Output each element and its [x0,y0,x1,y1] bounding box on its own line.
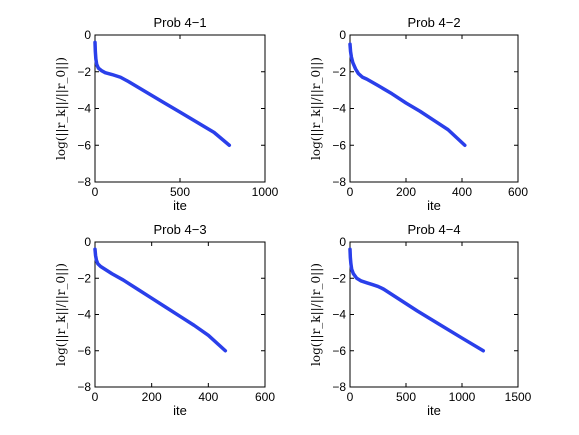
y-tick-label: −4 [77,102,91,116]
y-tick-label: −8 [77,175,91,189]
y-tick-label: −6 [77,344,91,358]
y-axis-label: log(||r_k||/||r_0||) [309,57,323,160]
x-axis-label: ite [427,403,441,418]
x-tick-label: 600 [255,390,275,404]
y-axis-label: log(||r_k||/||r_0||) [54,57,68,160]
y-tick-label: −8 [332,380,346,394]
y-tick-label: −2 [332,271,346,285]
x-tick-label: 1500 [505,390,532,404]
axes-frame [94,34,266,183]
x-tick-label: 600 [508,185,528,199]
series-line [93,40,232,147]
y-tick-label: −2 [332,65,346,79]
series-line [348,42,467,147]
x-tick-label: 0 [347,390,354,404]
x-tick-label: 500 [396,390,416,404]
chart-panel-1: 0 500 1000 0 −2 −4 −6 −8 Prob 4−1 ite log(||r_k||/… [54,15,279,213]
y-tick-label: −6 [332,138,346,152]
x-tick-label: 400 [452,185,472,199]
axes-frame [349,34,519,183]
axes-frame [349,241,519,388]
y-tick-label: −4 [77,308,91,322]
x-tick-label: 1000 [449,390,476,404]
y-tick-label: −6 [77,138,91,152]
y-tick-label: −8 [332,175,346,189]
y-tick-label: 0 [339,28,346,42]
y-tick-label: −2 [77,65,91,79]
x-tick-label: 1000 [252,185,279,199]
x-tick-label: 400 [198,390,218,404]
chart-title: Prob 4−3 [153,222,206,237]
y-tick-label: 0 [339,235,346,249]
y-tick-label: 0 [84,235,91,249]
chart-panel-2: 0 200 400 600 0 −2 −4 −6 −8 Prob 4−2 ite log(||r_k|… [309,15,528,213]
chart-panel-4: 0 500 1000 1500 0 −2 −4 −6 −8 Prob 4−4 ite log(||r_… [309,222,532,418]
x-tick-label: 200 [142,390,162,404]
chart-title: Prob 4−4 [407,222,460,237]
x-tick-label: 200 [396,185,416,199]
x-axis-label: ite [173,198,187,213]
x-tick-label: 0 [92,390,99,404]
series-line [348,247,486,353]
y-axis-label: log(||r_k||/||r_0||) [54,263,68,366]
x-tick-label: 0 [347,185,354,199]
y-tick-label: −4 [332,102,346,116]
series-line [93,247,228,353]
y-tick-label: −6 [332,344,346,358]
y-tick-label: −2 [77,271,91,285]
x-tick-label: 0 [92,185,99,199]
y-tick-label: −8 [77,380,91,394]
x-tick-label: 500 [170,185,190,199]
x-axis-label: ite [173,403,187,418]
y-tick-label: 0 [84,28,91,42]
chart-panel-3: 0 200 400 600 0 −2 −4 −6 −8 Prob 4−3 ite log(||r_k|… [54,222,275,418]
chart-title: Prob 4−2 [407,15,460,30]
chart-title: Prob 4−1 [153,15,206,30]
y-tick-label: −4 [332,308,346,322]
x-axis-label: ite [427,198,441,213]
y-axis-label: log(||r_k||/||r_0||) [309,263,323,366]
